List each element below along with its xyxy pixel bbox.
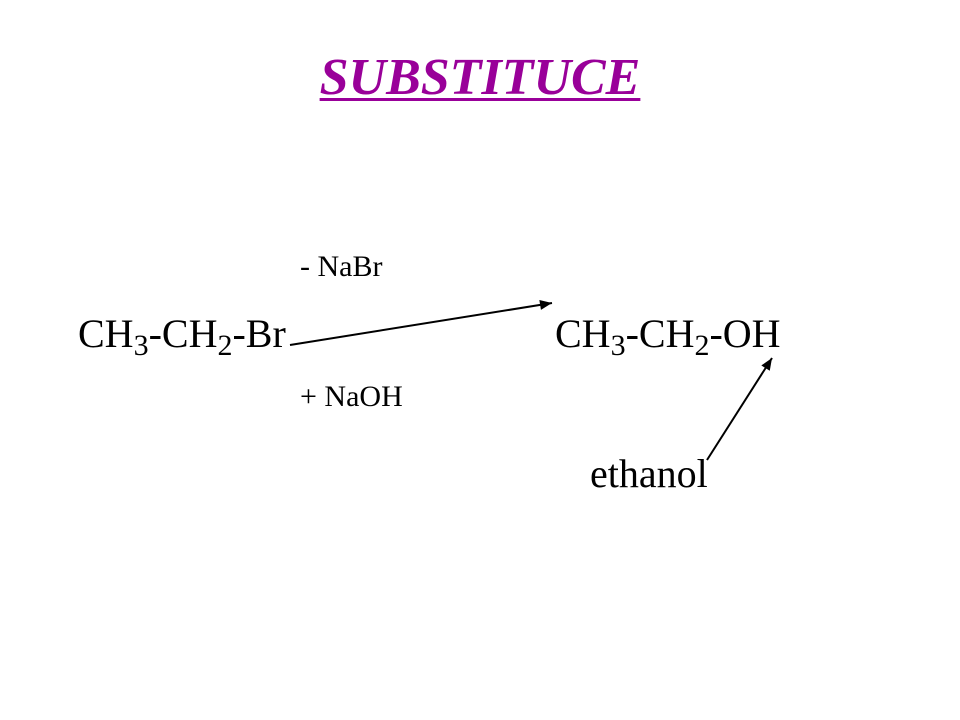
product-part-0: CH [555, 311, 611, 356]
arrow-annotation-below: + NaOH [300, 380, 403, 414]
product-part-4: -OH [709, 311, 780, 356]
reactant-part-0: CH [78, 311, 134, 356]
product-part-2: -CH [626, 311, 695, 356]
product-formula: CH3-CH2-OH [555, 310, 781, 357]
reactant-sub-3: 2 [217, 329, 232, 362]
reaction-arrow [290, 300, 552, 345]
slide-title: SUBSTITUCE [0, 48, 960, 107]
product-label-arrow [707, 358, 772, 460]
reactant-sub-1: 3 [134, 329, 149, 362]
arrow-annotation-above: - NaBr [300, 250, 382, 284]
reactant-part-2: -CH [149, 311, 218, 356]
product-sub-1: 3 [611, 329, 626, 362]
reactant-part-4: -Br [232, 311, 285, 356]
product-sub-3: 2 [694, 329, 709, 362]
reactant-formula: CH3-CH2-Br [78, 310, 286, 357]
product-label: ethanol [590, 450, 708, 497]
slide-canvas: SUBSTITUCE - NaBr + NaOH CH3-CH2-Br CH3-… [0, 0, 960, 720]
